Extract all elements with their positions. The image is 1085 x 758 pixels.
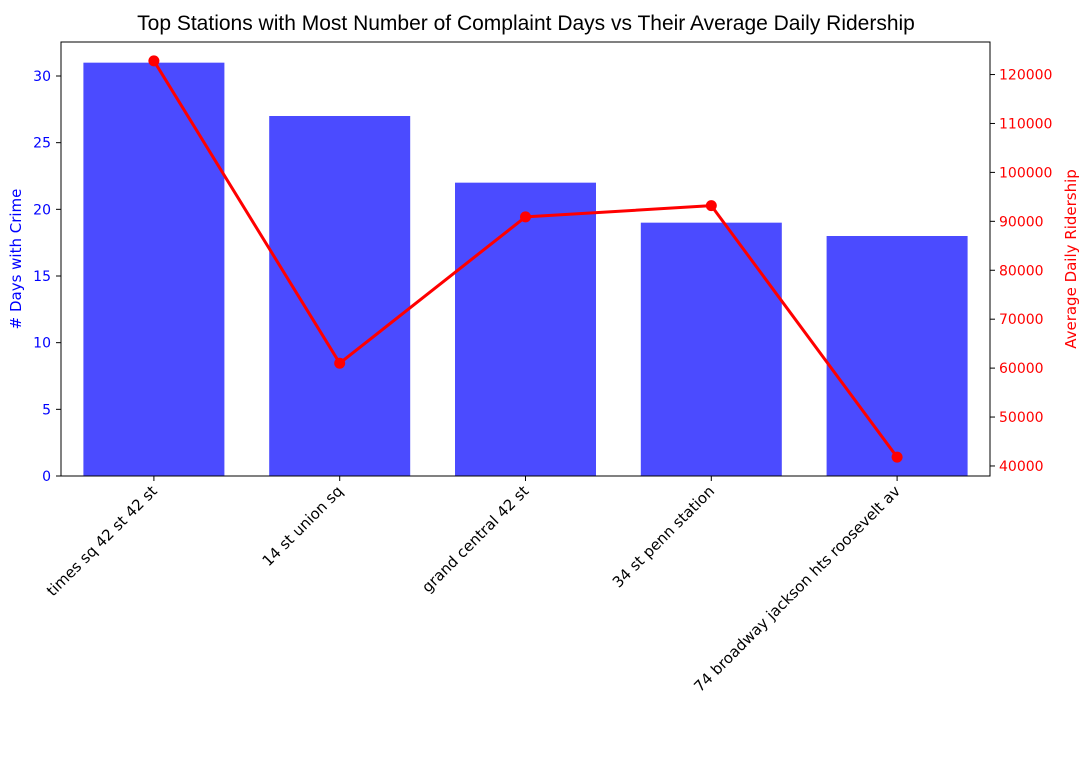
ridership-point — [520, 211, 531, 223]
x-axis-ticks: times sq 42 st 42 st 14 st union sq grand … — [43, 476, 904, 696]
y-right-tick-label: 120000 — [999, 68, 1052, 84]
left-axis-ticks: 0 5 10 15 20 25 30 — [33, 69, 61, 485]
bar — [640, 222, 782, 476]
y-right-tick-label: 110000 — [999, 116, 1052, 132]
y-left-axis-label: # Days with Crime — [7, 189, 25, 330]
y-right-tick-label: 70000 — [999, 312, 1044, 328]
y-right-tick-label: 40000 — [999, 459, 1044, 475]
y-left-tick-label: 0 — [42, 469, 51, 485]
x-tick-label: times sq 42 st 42 st — [43, 482, 161, 600]
right-axis-ticks: 40000 50000 60000 70000 80000 90000 100000 1100… — [990, 68, 1052, 475]
y-left-tick-label: 10 — [33, 336, 51, 352]
y-left-tick-label: 20 — [33, 202, 51, 218]
y-right-tick-label: 50000 — [999, 410, 1044, 426]
ridership-point — [334, 357, 346, 369]
x-tick-label: grand central 42 st — [418, 482, 532, 596]
y-left-tick-label: 30 — [33, 69, 51, 85]
bars-layer — [83, 62, 968, 477]
y-left-tick-label: 5 — [42, 402, 51, 418]
y-right-tick-label: 90000 — [999, 214, 1044, 230]
y-right-axis-label: Average Daily Ridership — [1062, 169, 1080, 349]
bar — [83, 62, 225, 477]
chart-title: Top Stations with Most Number of Complai… — [137, 12, 915, 35]
x-tick-label: 14 st union sq — [259, 482, 347, 570]
ridership-point — [891, 451, 903, 463]
y-left-tick-label: 15 — [33, 269, 51, 285]
ridership-point — [705, 200, 717, 212]
bar — [826, 236, 968, 476]
line-layer — [148, 55, 903, 463]
y-right-tick-label: 80000 — [999, 263, 1044, 279]
bar — [269, 116, 411, 476]
y-right-tick-label: 60000 — [999, 361, 1044, 377]
ridership-point — [148, 55, 160, 67]
bar — [455, 182, 596, 476]
y-left-tick-label: 25 — [33, 136, 51, 152]
x-tick-label: 74 broadway jackson hts roosevelt av — [690, 482, 904, 696]
x-tick-label: 34 st penn station — [609, 482, 718, 591]
y-right-tick-label: 100000 — [999, 165, 1052, 181]
